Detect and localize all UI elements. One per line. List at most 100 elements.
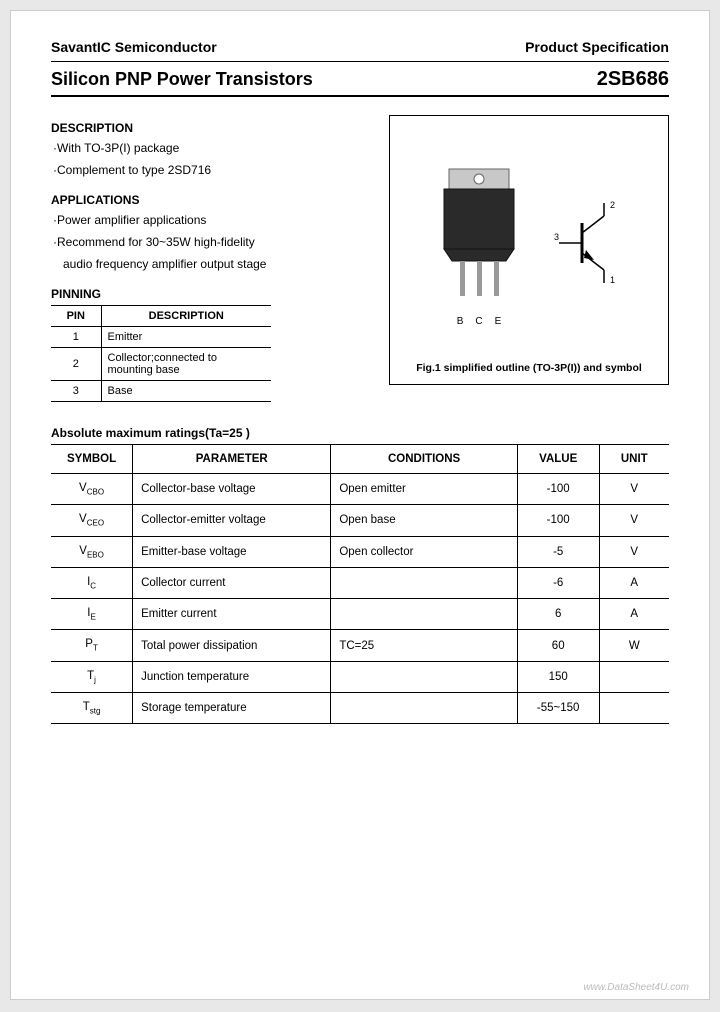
figure-art: B C E [400, 130, 658, 358]
package-outline: B C E [434, 161, 524, 327]
rating-unit: A [599, 599, 669, 630]
description-item: ·Complement to type 2SD716 [53, 161, 371, 179]
company-name: SavantIC Semiconductor [51, 39, 217, 55]
col-conditions: CONDITIONS [331, 445, 518, 474]
pin-desc: Base [101, 381, 271, 402]
rating-conditions [331, 693, 518, 724]
col-symbol: SYMBOL [51, 445, 133, 474]
divider-thick [51, 95, 669, 97]
applications-item: ·Recommend for 30~35W high-fidelity [53, 233, 371, 251]
rating-symbol: Tstg [51, 693, 133, 724]
applications-item: ·Power amplifier applications [53, 211, 371, 229]
rating-value: -100 [517, 505, 599, 536]
transistor-symbol: 2 1 3 [554, 198, 624, 291]
ratings-header-row: SYMBOL PARAMETER CONDITIONS VALUE UNIT [51, 445, 669, 474]
rating-symbol: VCEO [51, 505, 133, 536]
rating-value: 60 [517, 630, 599, 661]
spec-label: Product Specification [525, 39, 669, 55]
applications-item: audio frequency amplifier output stage [63, 255, 371, 273]
rating-conditions [331, 661, 518, 692]
rating-conditions: TC=25 [331, 630, 518, 661]
svg-text:1: 1 [610, 275, 615, 285]
pin-desc: Emitter [101, 327, 271, 348]
rating-unit [599, 693, 669, 724]
rating-value: 6 [517, 599, 599, 630]
rating-value: -5 [517, 536, 599, 567]
rating-unit [599, 661, 669, 692]
pin-b: B [457, 316, 464, 327]
col-unit: UNIT [599, 445, 669, 474]
figure-caption: Fig.1 simplified outline (TO-3P(I)) and … [400, 358, 658, 378]
pin-labels: B C E [434, 316, 524, 327]
to3p-icon [434, 161, 524, 311]
rating-parameter: Emitter current [133, 599, 331, 630]
rating-unit: V [599, 474, 669, 505]
pinning-col-desc: DESCRIPTION [101, 306, 271, 327]
rating-unit: A [599, 567, 669, 598]
pnp-symbol-icon: 2 1 3 [554, 198, 624, 288]
rating-symbol: IE [51, 599, 133, 630]
table-row: VCBOCollector-base voltageOpen emitter-1… [51, 474, 669, 505]
rating-parameter: Collector current [133, 567, 331, 598]
product-family: Silicon PNP Power Transistors [51, 69, 313, 90]
figure-box: B C E [389, 115, 669, 385]
page-header: SavantIC Semiconductor Product Specifica… [51, 39, 669, 55]
col-parameter: PARAMETER [133, 445, 331, 474]
svg-text:3: 3 [554, 232, 559, 242]
rating-conditions: Open collector [331, 536, 518, 567]
table-row: PTTotal power dissipationTC=2560W [51, 630, 669, 661]
rating-conditions: Open base [331, 505, 518, 536]
rating-parameter: Storage temperature [133, 693, 331, 724]
rating-conditions [331, 567, 518, 598]
rating-symbol: VCBO [51, 474, 133, 505]
rating-parameter: Collector-emitter voltage [133, 505, 331, 536]
pin-num: 2 [51, 348, 101, 381]
rating-conditions: Open emitter [331, 474, 518, 505]
rating-value: -100 [517, 474, 599, 505]
rating-parameter: Junction temperature [133, 661, 331, 692]
pinning-heading: PINNING [51, 287, 371, 301]
table-row: TjJunction temperature 150 [51, 661, 669, 692]
pin-num: 1 [51, 327, 101, 348]
rating-symbol: Tj [51, 661, 133, 692]
table-row: IEEmitter current 6A [51, 599, 669, 630]
pin-num: 3 [51, 381, 101, 402]
table-row: 3 Base [51, 381, 271, 402]
rating-value: 150 [517, 661, 599, 692]
pinning-col-pin: PIN [51, 306, 101, 327]
table-row: TstgStorage temperature -55~150 [51, 693, 669, 724]
datasheet-page: SavantIC Semiconductor Product Specifica… [10, 10, 710, 1000]
part-number: 2SB686 [597, 68, 669, 91]
rating-parameter: Total power dissipation [133, 630, 331, 661]
table-row: 2 Collector;connected to mounting base [51, 348, 271, 381]
upper-section: DESCRIPTION ·With TO-3P(I) package ·Comp… [51, 115, 669, 402]
rating-conditions [331, 599, 518, 630]
title-row: Silicon PNP Power Transistors 2SB686 [51, 68, 669, 91]
applications-heading: APPLICATIONS [51, 193, 371, 207]
watermark: www.DataSheet4U.com [583, 982, 689, 993]
description-item: ·With TO-3P(I) package [53, 139, 371, 157]
table-row: 1 Emitter [51, 327, 271, 348]
rating-parameter: Collector-base voltage [133, 474, 331, 505]
right-column: B C E [389, 115, 669, 402]
col-value: VALUE [517, 445, 599, 474]
rating-unit: V [599, 505, 669, 536]
table-row: VEBOEmitter-base voltageOpen collector-5… [51, 536, 669, 567]
rating-value: -55~150 [517, 693, 599, 724]
table-row: VCEOCollector-emitter voltageOpen base-1… [51, 505, 669, 536]
rating-parameter: Emitter-base voltage [133, 536, 331, 567]
left-column: DESCRIPTION ·With TO-3P(I) package ·Comp… [51, 115, 371, 402]
description-heading: DESCRIPTION [51, 121, 371, 135]
rating-symbol: PT [51, 630, 133, 661]
rating-unit: V [599, 536, 669, 567]
pin-e: E [495, 316, 502, 327]
pinning-table: PIN DESCRIPTION 1 Emitter 2 Collector;co… [51, 305, 271, 402]
ratings-heading: Absolute maximum ratings(Ta=25 ) [51, 426, 669, 440]
pin-desc: Collector;connected to mounting base [101, 348, 271, 381]
svg-text:2: 2 [610, 200, 615, 210]
ratings-table: SYMBOL PARAMETER CONDITIONS VALUE UNIT V… [51, 444, 669, 724]
rating-value: -6 [517, 567, 599, 598]
rating-symbol: VEBO [51, 536, 133, 567]
rating-symbol: IC [51, 567, 133, 598]
table-row: ICCollector current -6A [51, 567, 669, 598]
